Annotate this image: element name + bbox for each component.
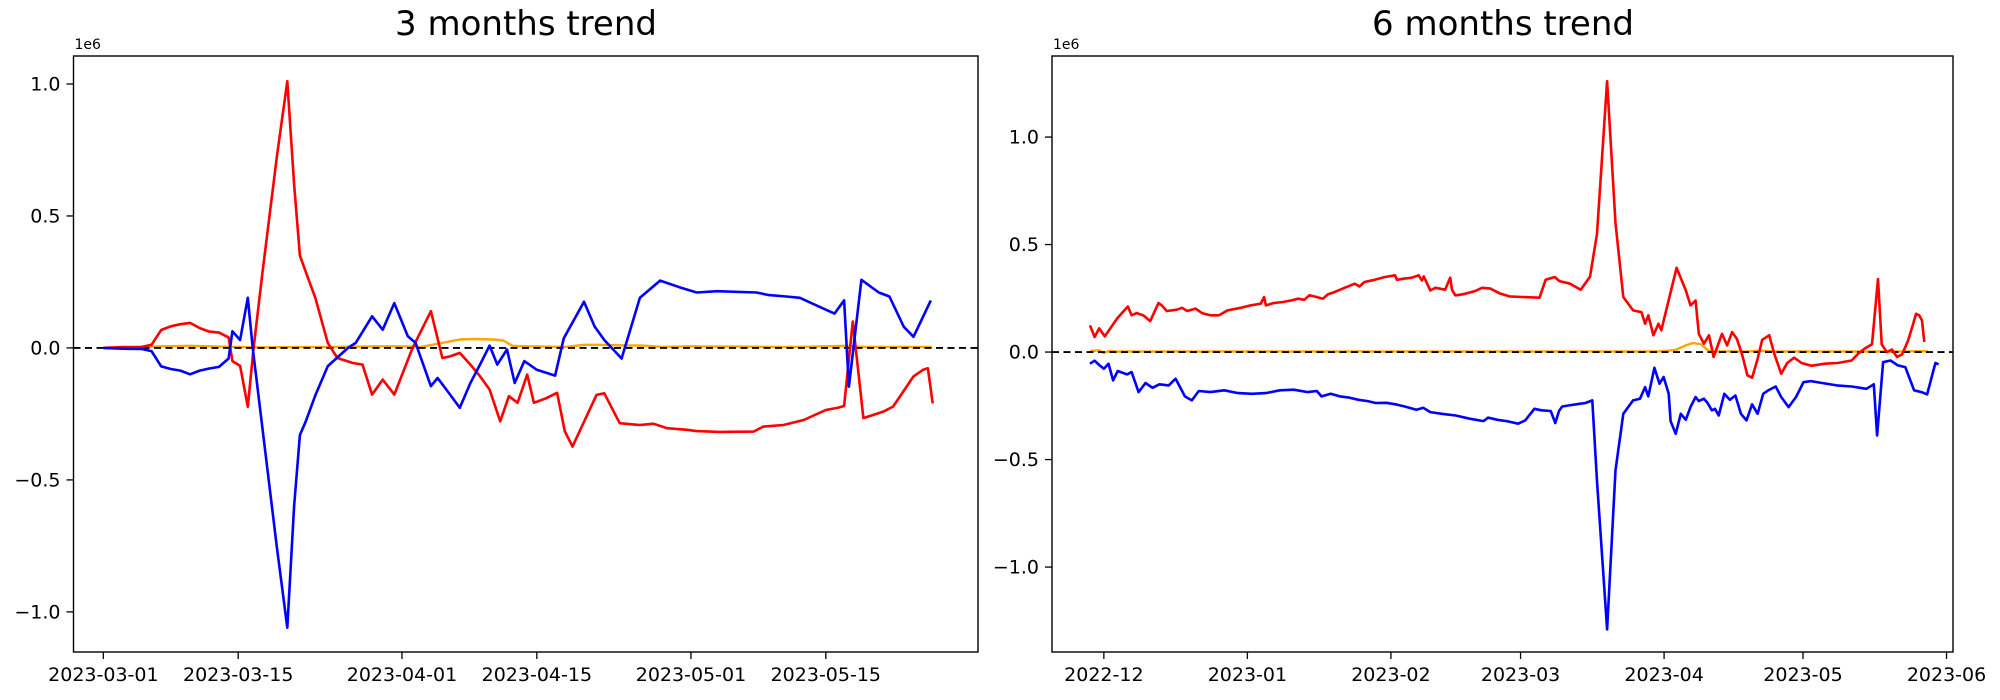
y-axis-offset-label: 1e6 bbox=[1053, 37, 1080, 53]
x-tick-label: 2023-01 bbox=[1208, 664, 1287, 686]
x-tick-label: 2023-05 bbox=[1763, 664, 1842, 686]
x-tick-label: 2023-04 bbox=[1624, 664, 1703, 686]
x-tick-label: 2023-05-15 bbox=[771, 664, 881, 686]
x-tick-label: 2022-12 bbox=[1064, 664, 1143, 686]
chart-6-months-blue-series bbox=[1089, 359, 1940, 631]
y-tick-label: 0.5 bbox=[1009, 234, 1039, 256]
x-tick-label: 2023-04-01 bbox=[347, 664, 457, 686]
chart-title-3-months: 3 months trend bbox=[395, 4, 657, 44]
x-tick-label: 2023-03 bbox=[1481, 664, 1560, 686]
chart-6-months-red-series bbox=[1088, 79, 1926, 380]
chart-3-months-orange-series bbox=[132, 337, 932, 349]
x-tick-label: 2023-04-15 bbox=[482, 664, 592, 686]
y-tick-label: 0.0 bbox=[1009, 342, 1039, 364]
x-axis-ticks: 2023-03-01 2023-03-15 2023-04-01 2023-04-15… bbox=[48, 652, 881, 686]
chart-title-6-months: 6 months trend bbox=[1372, 4, 1634, 44]
y-tick-label: −1.0 bbox=[14, 601, 60, 623]
x-tick-label: 2023-03-15 bbox=[183, 664, 293, 686]
chart-3-months-blue-series bbox=[103, 278, 932, 630]
x-tick-label: 2023-02 bbox=[1351, 664, 1430, 686]
axes-border bbox=[72, 55, 979, 653]
y-axis-offset-label: 1e6 bbox=[75, 37, 102, 53]
y-tick-label: −0.5 bbox=[14, 469, 60, 491]
y-axis-ticks: 1.0 0.5 0.0 −0.5 −1.0 bbox=[993, 127, 1052, 579]
x-axis-ticks: 2022-12 2023-01 2023-02 2023-03 2023-04 2023-… bbox=[1064, 652, 1986, 686]
chart-3-months-red-series bbox=[103, 80, 934, 448]
y-tick-label: 0.5 bbox=[30, 205, 60, 227]
x-tick-label: 2023-06 bbox=[1907, 664, 1986, 686]
axes-border bbox=[1051, 55, 1954, 653]
y-axis-ticks: 1.0 0.5 0.0 −0.5 −1.0 bbox=[14, 73, 74, 623]
y-tick-label: 1.0 bbox=[30, 73, 60, 95]
y-tick-label: −1.0 bbox=[993, 557, 1039, 579]
y-tick-label: 0.0 bbox=[30, 337, 60, 359]
y-tick-label: −0.5 bbox=[993, 449, 1039, 471]
y-tick-label: 1.0 bbox=[1009, 127, 1039, 149]
x-tick-label: 2023-03-01 bbox=[48, 664, 158, 686]
x-tick-label: 2023-05-01 bbox=[636, 664, 746, 686]
